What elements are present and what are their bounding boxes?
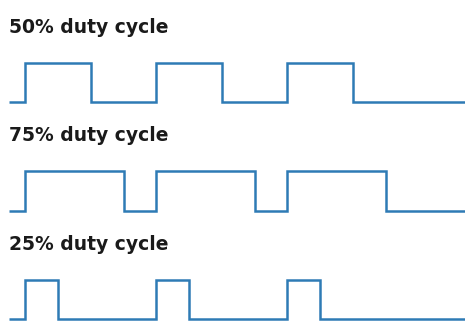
- Text: 50% duty cycle: 50% duty cycle: [9, 18, 169, 37]
- Text: 75% duty cycle: 75% duty cycle: [9, 126, 169, 145]
- Text: 25% duty cycle: 25% duty cycle: [9, 235, 169, 254]
